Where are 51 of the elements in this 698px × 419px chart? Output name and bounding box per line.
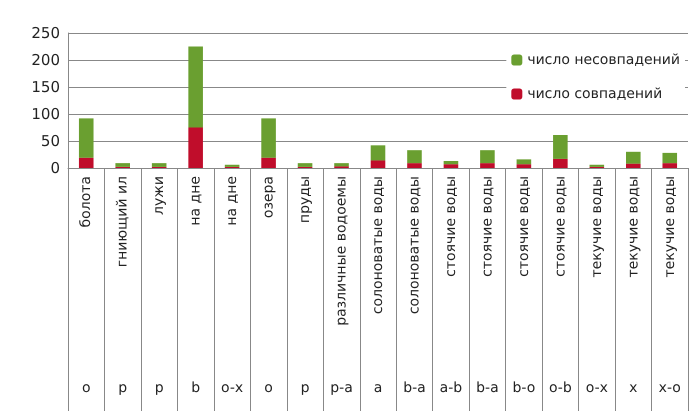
bar: [78, 158, 94, 168]
category-label: различные водоемы p-a: [330, 176, 353, 396]
bar: [626, 152, 641, 164]
category-label: текучие воды x-o: [658, 176, 681, 396]
bar: [444, 164, 458, 168]
bar: [553, 135, 568, 159]
bar: [444, 160, 458, 164]
category-label: стоячие воды b-o: [512, 176, 536, 396]
bar: [261, 118, 276, 158]
bar: [188, 46, 203, 128]
bar: [370, 145, 386, 160]
category-label: солоноватые воды b-a: [403, 176, 426, 396]
legend-label: число несовпадений: [527, 52, 680, 68]
legend-label: число совпадений: [527, 86, 662, 102]
bar: [662, 163, 678, 168]
bar: [662, 152, 678, 164]
category-label: солоноватые воды a: [370, 176, 386, 396]
y-tick-label: 150: [31, 78, 60, 96]
bar: [261, 158, 276, 168]
bar: [334, 163, 349, 166]
y-tick-label: 100: [31, 105, 60, 123]
category-label: текучие воды o-x: [586, 176, 608, 396]
y-tick-label: 50: [40, 132, 60, 150]
category-label: пруды p: [297, 176, 314, 396]
bar: [516, 159, 532, 164]
bar: [553, 158, 568, 168]
y-tick-label: 200: [31, 51, 60, 69]
category-label: озера o: [260, 176, 277, 396]
category-label: текучие воды x: [625, 176, 642, 396]
bar: [480, 163, 495, 168]
category-label: гниющий ил p: [114, 176, 131, 396]
category-label: лужи p: [151, 176, 168, 396]
y-tick-label: 0: [50, 159, 60, 177]
bar: [115, 163, 130, 167]
bar: [78, 118, 94, 158]
bar: [480, 150, 495, 164]
category-label: болота o: [78, 176, 94, 396]
category-label: на дне o-x: [221, 176, 244, 396]
category-label: стоячие воды b-a: [476, 176, 499, 396]
bar: [188, 128, 203, 168]
bar: [407, 163, 422, 168]
bar: [626, 164, 641, 168]
bar: [516, 164, 532, 168]
category-label: стоячие воды a-b: [440, 176, 462, 396]
bar: [152, 163, 166, 167]
bar: [298, 163, 312, 167]
bar: [407, 150, 422, 164]
bar: [370, 160, 386, 168]
y-tick-label: 250: [31, 24, 60, 42]
category-label: стоячие воды o-b: [548, 176, 572, 396]
category-label: на дне b: [188, 176, 204, 396]
